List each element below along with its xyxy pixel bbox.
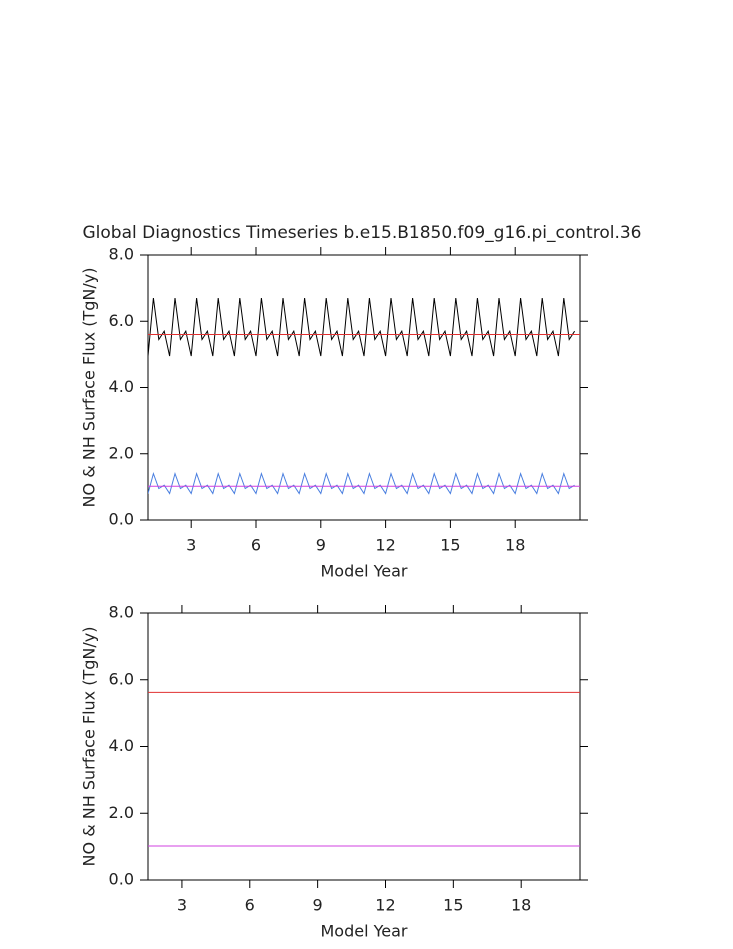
x-tick-label: 9 — [316, 536, 326, 555]
y-tick-label: 0.0 — [109, 870, 134, 889]
x-tick-label: 15 — [443, 896, 463, 915]
series-line — [148, 297, 576, 357]
plot-frame — [147, 612, 581, 881]
y-tick-label: 6.0 — [109, 311, 134, 330]
x-tick-label: 9 — [313, 896, 323, 915]
y-tick-label: 6.0 — [109, 669, 134, 688]
x-tick-label: 12 — [375, 896, 395, 915]
chart-title: Global Diagnostics Timeseries b.e15.B185… — [83, 223, 642, 243]
x-tick-label: 18 — [511, 896, 531, 915]
y-tick-label: 2.0 — [109, 443, 134, 462]
x-tick-label: 3 — [186, 536, 196, 555]
x-axis-label: Model Year — [321, 922, 408, 941]
y-axis-label: NO & NH Surface Flux (TgN/y) — [80, 268, 99, 508]
y-axis-label: NO & NH Surface Flux (TgN/y) — [80, 627, 99, 867]
y-tick-label: 8.0 — [109, 603, 134, 622]
x-axis-label: Model Year — [321, 562, 408, 581]
plot-frame — [147, 254, 581, 521]
y-tick-label: 4.0 — [109, 736, 134, 755]
y-tick-label: 2.0 — [109, 803, 134, 822]
series-line — [148, 471, 575, 495]
x-tick-label: 12 — [375, 536, 395, 555]
y-tick-label: 4.0 — [109, 377, 134, 396]
x-tick-label: 18 — [505, 536, 525, 555]
x-tick-label: 6 — [251, 536, 261, 555]
y-tick-label: 8.0 — [109, 245, 134, 264]
x-tick-label: 3 — [177, 896, 187, 915]
y-tick-label: 0.0 — [109, 510, 134, 529]
x-tick-label: 6 — [245, 896, 255, 915]
x-tick-label: 15 — [440, 536, 460, 555]
